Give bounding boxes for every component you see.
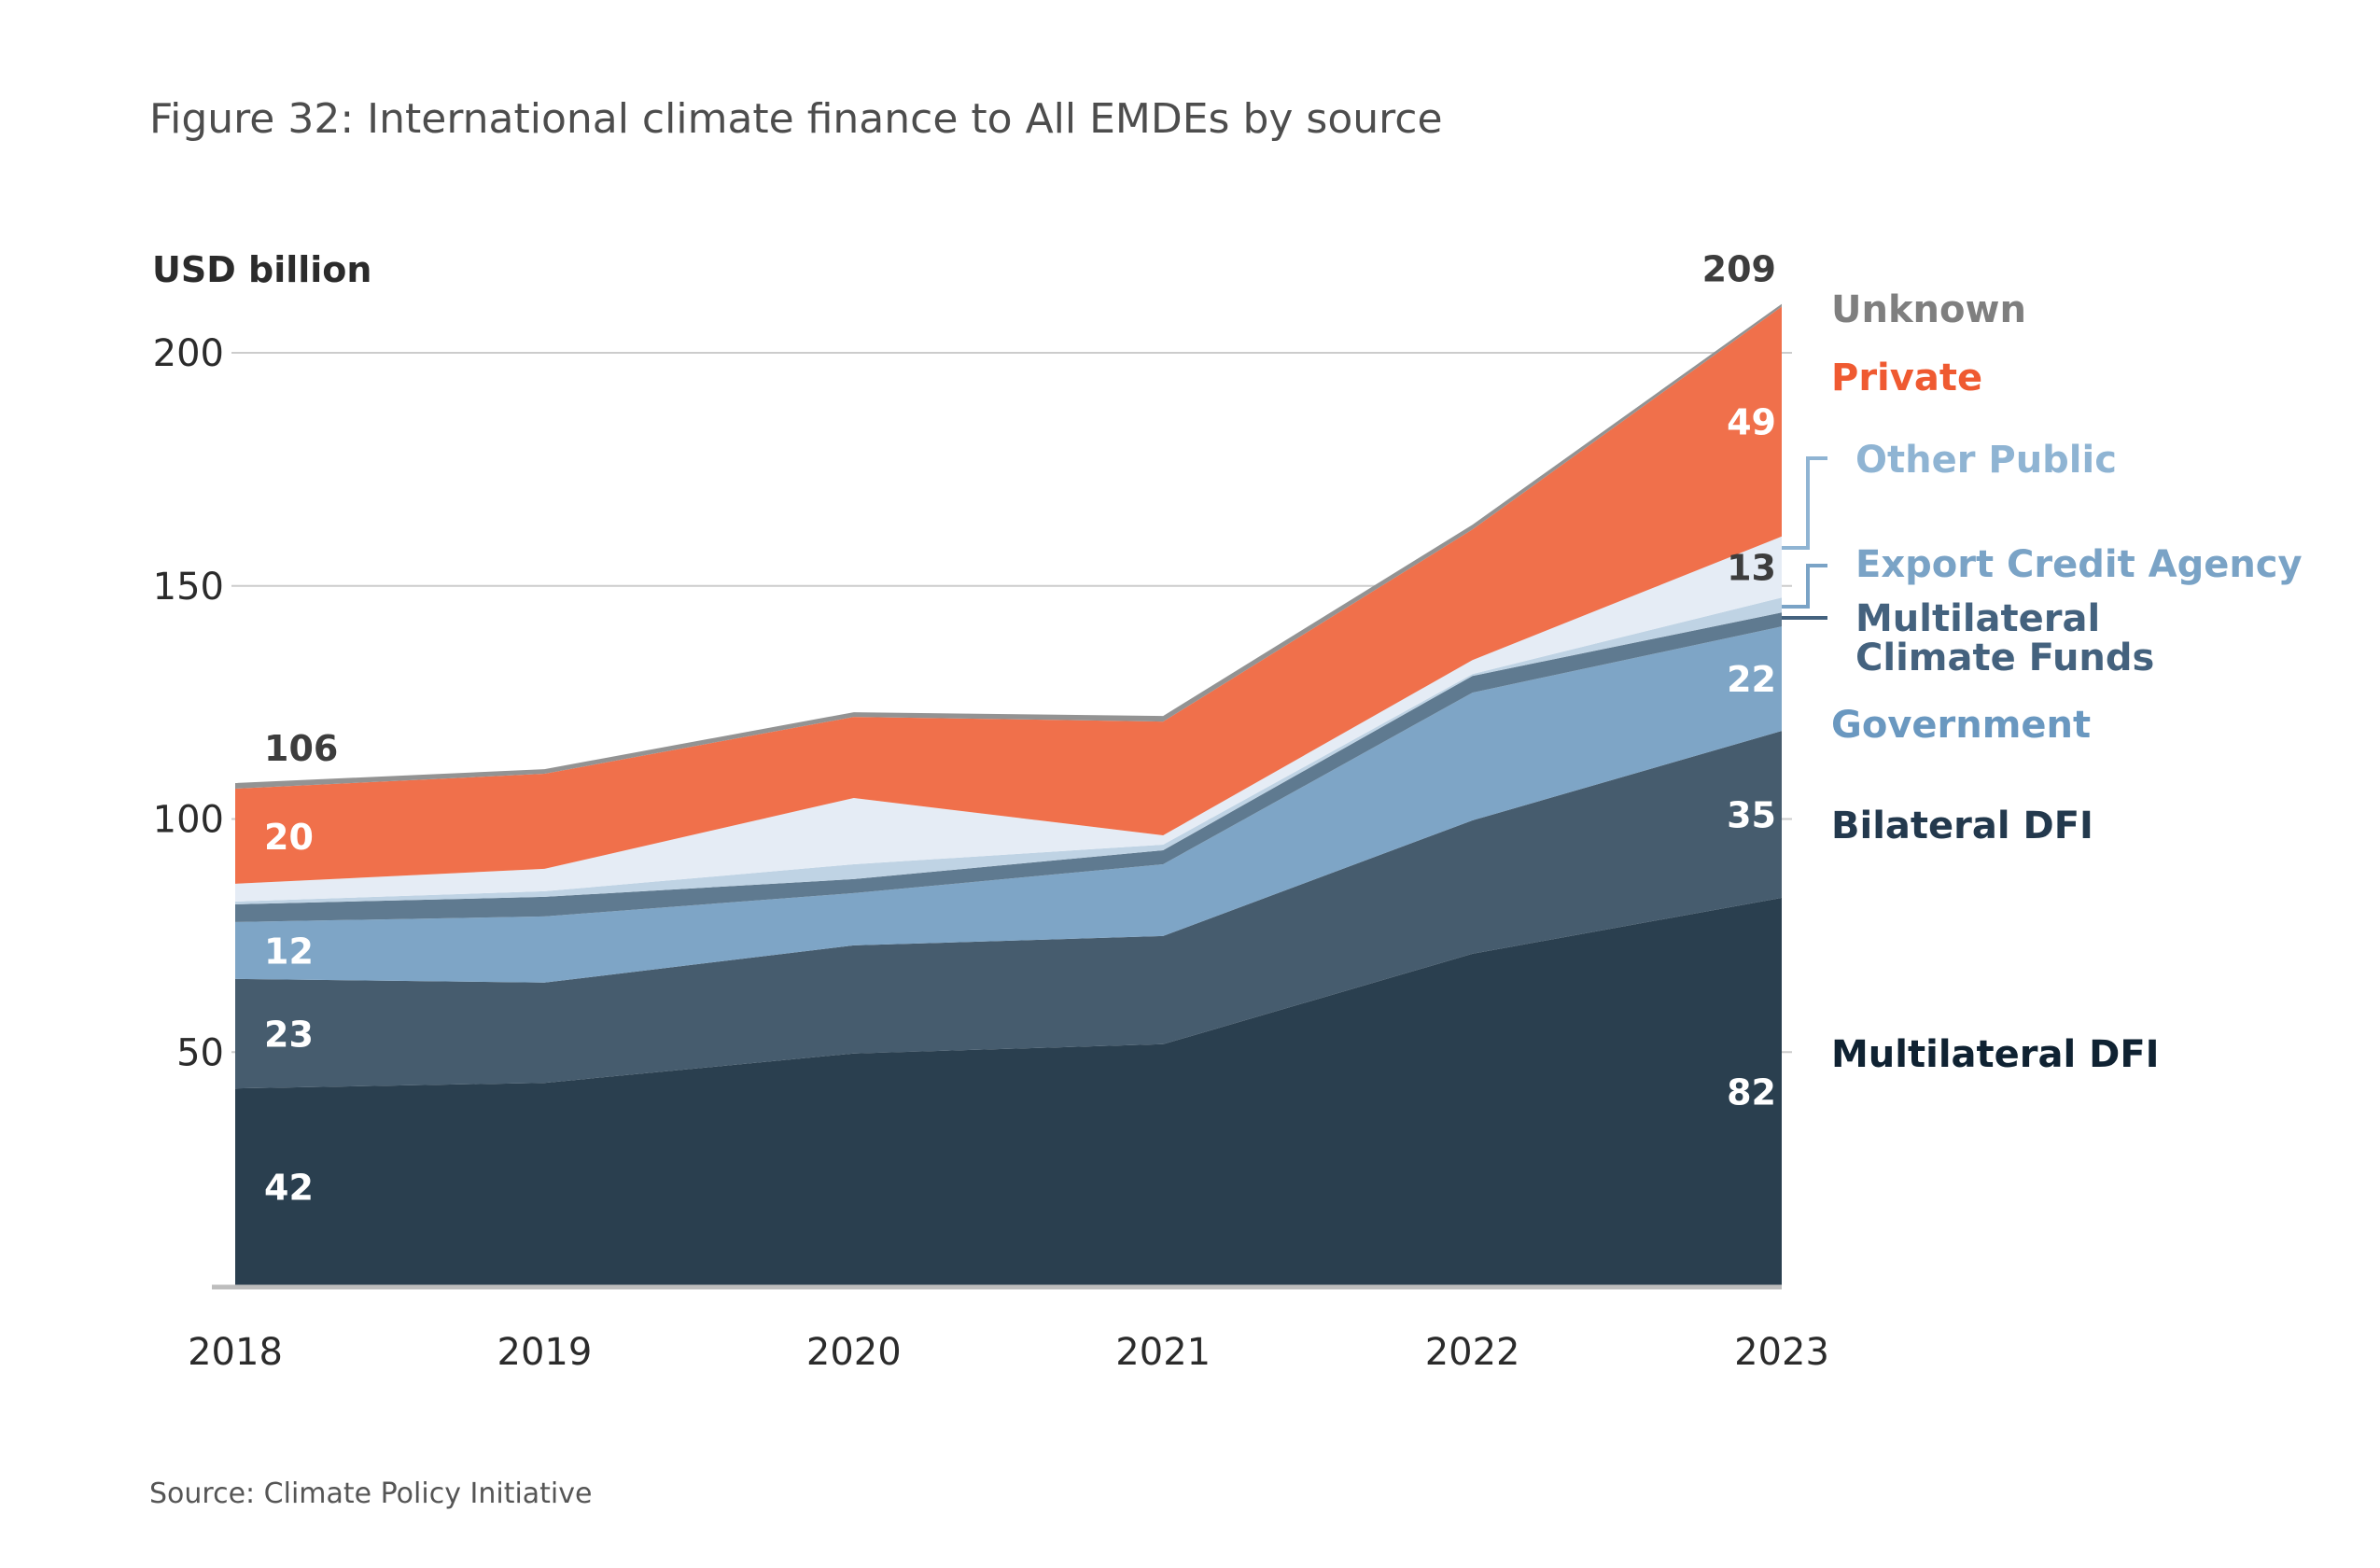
y-tick-label: 150: [153, 566, 224, 609]
data-label: 49: [1727, 402, 1776, 443]
legend: Unknown Private Other Public Export Credit …: [1782, 288, 2303, 1076]
area-layers: [235, 303, 1782, 1285]
area-multilateral-dfi: [235, 897, 1782, 1285]
legend-label: Export Credit Agency: [1855, 543, 2303, 586]
data-label: 35: [1727, 795, 1776, 836]
y-tick-label: 100: [153, 799, 224, 842]
x-axis-ticks: 2018 2019 2020 2021 2022 2023: [188, 1331, 1829, 1374]
legend-item-government: Government: [1831, 704, 2091, 747]
legend-label: Multilateral DFI: [1831, 1033, 2160, 1076]
area-other-public: [235, 536, 1782, 902]
area-government: [235, 626, 1782, 983]
legend-label: Bilateral DFI: [1831, 805, 2093, 847]
y-axis-ticks: 50 100 150 200: [153, 332, 224, 1074]
legend-label: Other Public: [1855, 439, 2117, 482]
x-tick-label: 2022: [1425, 1331, 1520, 1374]
legend-label: Unknown: [1831, 288, 2026, 331]
data-label: 20: [264, 817, 314, 858]
source-note: Source: Climate Policy Initiative: [149, 1477, 592, 1510]
area-bilateral-dfi: [235, 731, 1782, 1089]
y-axis-label: USD billion: [152, 249, 371, 290]
data-label: 13: [1727, 548, 1776, 589]
legend-label: Climate Funds: [1855, 637, 2154, 679]
legend-connector: [1782, 456, 1827, 550]
data-labels: 106 209 20 12 23 42 49 13 22 35 82: [264, 249, 1776, 1209]
legend-item-unknown: Unknown: [1831, 288, 2026, 331]
chart-title: Figure 32: International climate finance…: [149, 95, 1443, 143]
legend-item-export-credit-agency: Export Credit Agency: [1782, 543, 2303, 609]
data-label: 22: [1727, 659, 1776, 700]
data-label: 23: [264, 1015, 314, 1056]
x-tick-label: 2023: [1734, 1331, 1829, 1374]
x-tick-label: 2021: [1115, 1331, 1211, 1374]
x-tick-label: 2019: [497, 1331, 593, 1374]
area-private: [235, 306, 1782, 884]
x-tick-label: 2020: [806, 1331, 902, 1374]
data-label: 42: [264, 1168, 314, 1209]
legend-label: Private: [1831, 357, 1982, 399]
legend-item-other-public: Other Public: [1782, 439, 2117, 550]
data-label: 82: [1727, 1071, 1776, 1113]
legend-connector: [1782, 564, 1827, 609]
total-label: 106: [264, 728, 338, 769]
y-tick-label: 50: [176, 1031, 224, 1074]
legend-item-multilateral-dfi: Multilateral DFI: [1831, 1033, 2160, 1076]
legend-item-private: Private: [1831, 357, 1982, 399]
legend-label: Government: [1831, 704, 2091, 747]
data-label: 12: [264, 931, 314, 972]
legend-item-bilateral-dfi: Bilateral DFI: [1831, 805, 2093, 847]
total-label: 209: [1702, 249, 1776, 290]
x-tick-label: 2018: [188, 1331, 283, 1374]
legend-label: Multilateral: [1855, 597, 2100, 640]
y-tick-label: 200: [153, 332, 224, 375]
